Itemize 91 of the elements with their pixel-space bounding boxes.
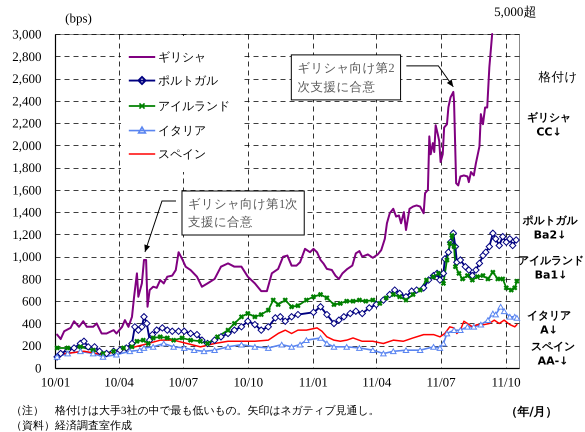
point — [181, 345, 188, 351]
point — [265, 345, 272, 351]
point — [506, 314, 514, 320]
legend-label: ギリシャ — [158, 50, 206, 64]
y-tick-label: 200 — [22, 338, 42, 354]
text: スペイン AA-↓ — [531, 340, 575, 368]
x-tick-label: 10/07 — [168, 374, 199, 390]
y-tick-label: 1,600 — [12, 182, 42, 198]
point — [500, 308, 508, 314]
y-tick-label: 600 — [22, 294, 42, 309]
y-axis-title: (bps) — [65, 10, 92, 26]
y-tick-label: 1,800 — [12, 160, 42, 176]
text: イタリア A↓ — [527, 309, 571, 336]
point — [514, 315, 520, 321]
text: ポルトガル Ba2↓ — [522, 214, 578, 242]
y-tick-label: 1,200 — [12, 226, 42, 242]
point — [402, 347, 410, 354]
point — [464, 324, 471, 330]
point — [436, 345, 444, 351]
point — [484, 317, 492, 323]
y-tick-label: 2,600 — [12, 71, 42, 86]
point — [126, 348, 134, 354]
point — [440, 340, 447, 346]
point — [457, 327, 464, 334]
legend-label: イタリア — [158, 124, 206, 138]
point — [252, 344, 258, 350]
annotation: ギリシャ向け第2次支援に合意 — [297, 60, 395, 94]
point — [90, 350, 96, 356]
point — [64, 350, 71, 356]
y-tick-label: 400 — [22, 316, 42, 331]
text: （注） 格付けは大手3社の中で最も低いもの。矢印はネガティブ見通し。 — [11, 404, 380, 417]
point — [324, 340, 330, 346]
point — [497, 304, 504, 310]
point — [238, 342, 245, 348]
point — [478, 322, 484, 328]
point — [430, 344, 437, 350]
y-tick-label: 2,400 — [12, 93, 42, 108]
point — [492, 312, 499, 318]
x-tick-label: 11/04 — [362, 374, 392, 390]
point — [224, 344, 232, 350]
x-tick-label: 10/04 — [104, 374, 134, 390]
y-tick-label: 1,000 — [12, 249, 42, 264]
point — [278, 342, 285, 348]
point — [356, 345, 363, 351]
text: （資料）経済調査室作成 — [11, 419, 132, 432]
legend-label: ポルトガル — [158, 74, 218, 88]
point — [296, 342, 304, 348]
point — [330, 344, 338, 350]
point — [416, 347, 424, 354]
point — [390, 348, 397, 354]
text: 格付け — [538, 69, 578, 84]
legend-label: スペイン — [158, 147, 206, 161]
point — [160, 340, 167, 346]
point — [303, 337, 310, 344]
y-tick-label: 1,400 — [12, 204, 42, 220]
point — [77, 348, 84, 354]
point — [380, 350, 387, 356]
point — [470, 324, 478, 330]
point — [200, 348, 208, 354]
point — [343, 344, 350, 350]
point — [444, 330, 450, 336]
legend-label: アイルランド — [158, 99, 230, 113]
point — [136, 347, 143, 354]
point — [317, 335, 324, 341]
annotation: 5,000超 — [494, 4, 536, 19]
point — [211, 347, 218, 354]
point — [100, 354, 106, 360]
point — [190, 347, 198, 354]
x-tick-label: 10/01 — [40, 374, 70, 390]
x-tick-label: 10/10 — [233, 374, 264, 390]
x-tick-label: 11/10 — [492, 374, 521, 390]
x-tick-label: 11/01 — [298, 374, 328, 390]
x-tick-label: 11/07 — [426, 374, 456, 390]
point — [450, 327, 458, 334]
point — [150, 344, 156, 350]
text: ギリシャ CC↓ — [527, 111, 571, 138]
annotation: ギリシャ向け第1次支援に合意 — [188, 197, 298, 230]
y-tick-label: 2,800 — [12, 48, 42, 64]
y-tick-label: 0 — [35, 360, 42, 376]
point — [170, 344, 177, 350]
point — [140, 345, 148, 351]
x-axis-title: （年/月） — [505, 404, 558, 418]
y-tick-label: 2,200 — [12, 116, 42, 131]
y-tick-label: 2,000 — [12, 138, 42, 153]
y-tick-label: 3,000 — [12, 26, 42, 42]
point — [113, 352, 120, 358]
point — [370, 347, 376, 354]
line-series — [56, 33, 494, 340]
point — [288, 344, 295, 350]
y-tick-label: 800 — [22, 271, 42, 286]
annotation: アイルランド Ba1↓ — [518, 254, 584, 282]
